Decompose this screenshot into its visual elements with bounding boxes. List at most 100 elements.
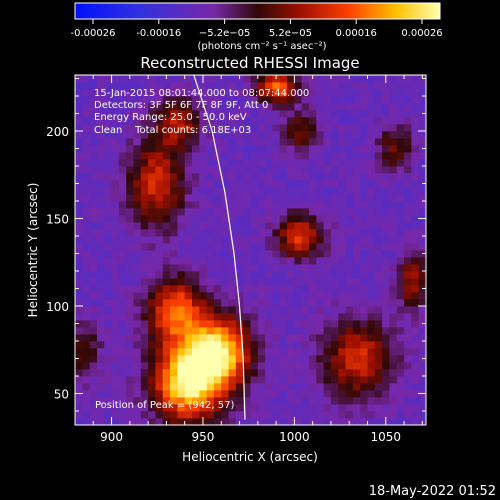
heatmap-cell	[360, 257, 368, 265]
heatmap-cell	[316, 152, 325, 160]
heatmap-cell	[213, 96, 222, 104]
heatmap-cell	[352, 348, 361, 356]
heatmap-cell	[411, 334, 420, 342]
heatmap-cell	[389, 271, 398, 279]
heatmap-cell	[221, 348, 229, 356]
heatmap-cell	[294, 313, 303, 321]
heatmap-cell	[82, 131, 91, 139]
heatmap-cell	[301, 264, 310, 272]
heatmap-cell	[360, 355, 368, 363]
heatmap-cell	[96, 236, 105, 244]
heatmap-cell	[279, 285, 288, 293]
heatmap-cell	[345, 180, 354, 188]
heatmap-cell	[243, 194, 251, 202]
heatmap-cell	[389, 75, 398, 83]
heatmap-cell	[330, 201, 339, 209]
heatmap-cell	[148, 187, 156, 195]
heatmap-cell	[279, 327, 288, 335]
heatmap-cell	[170, 306, 178, 314]
heatmap-cell	[213, 292, 222, 300]
heatmap-cell	[374, 138, 383, 146]
heatmap-cell	[360, 124, 368, 132]
heatmap-cell	[192, 138, 200, 146]
heatmap-cell	[89, 327, 98, 335]
heatmap-cell	[155, 229, 164, 237]
heatmap-cell	[411, 313, 420, 321]
heatmap-cell	[243, 180, 251, 188]
heatmap-cell	[367, 306, 376, 314]
heatmap-cell	[330, 369, 339, 377]
heatmap-cell	[126, 327, 134, 335]
heatmap-cell	[148, 110, 156, 118]
heatmap-cell	[192, 404, 200, 412]
heatmap-cell	[257, 124, 266, 132]
heatmap-cell	[389, 376, 398, 384]
heatmap-cell	[228, 250, 237, 258]
heatmap-cell	[140, 355, 149, 363]
heatmap-cell	[382, 96, 390, 104]
heatmap-cell	[345, 306, 354, 314]
heatmap-cell	[140, 320, 149, 328]
heatmap-cell	[309, 285, 317, 293]
heatmap-cell	[184, 250, 193, 258]
heatmap-cell	[221, 355, 229, 363]
heatmap-cell	[111, 278, 120, 286]
heatmap-cell	[206, 327, 215, 335]
heatmap-cell	[404, 292, 412, 300]
heatmap-cell	[404, 285, 412, 293]
heatmap-cell	[148, 404, 156, 412]
heatmap-cell	[111, 166, 120, 174]
heatmap-cell	[118, 404, 127, 412]
heatmap-cell	[89, 299, 98, 307]
heatmap-cell	[265, 89, 273, 97]
heatmap-cell	[177, 411, 186, 419]
heatmap-cell	[96, 110, 105, 118]
peak-position-label: Position of Peak = (942, 57)	[95, 400, 234, 411]
heatmap-cell	[272, 404, 281, 412]
heatmap-cell	[206, 404, 215, 412]
heatmap-cell	[411, 362, 420, 370]
heatmap-cell	[228, 201, 237, 209]
heatmap-cell	[133, 229, 142, 237]
heatmap-cell	[206, 271, 215, 279]
heatmap-cell	[206, 117, 215, 125]
heatmap-cell	[140, 138, 149, 146]
heatmap-cell	[155, 411, 164, 419]
heatmap-cell	[389, 215, 398, 223]
heatmap-cell	[199, 348, 208, 356]
heatmap-cell	[418, 264, 426, 272]
heatmap-cell	[170, 236, 178, 244]
heatmap-cell	[360, 271, 368, 279]
heatmap-cell	[250, 348, 259, 356]
heatmap-cell	[221, 215, 229, 223]
heatmap-cell	[177, 362, 186, 370]
heatmap-cell	[89, 166, 98, 174]
heatmap-cell	[82, 285, 91, 293]
heatmap-cell	[133, 299, 142, 307]
heatmap-cell	[279, 243, 288, 251]
heatmap-cell	[118, 180, 127, 188]
heatmap-cell	[126, 383, 134, 391]
heatmap-cell	[199, 229, 208, 237]
heatmap-cell	[279, 278, 288, 286]
heatmap-cell	[411, 243, 420, 251]
heatmap-cell	[206, 187, 215, 195]
heatmap-cell	[126, 313, 134, 321]
heatmap-cell	[338, 145, 346, 153]
heatmap-cell	[184, 201, 193, 209]
heatmap-cell	[265, 299, 273, 307]
heatmap-cell	[170, 166, 178, 174]
heatmap-cell	[148, 341, 156, 349]
colorbar-tick-label: -0.00016	[136, 28, 181, 39]
heatmap-cell	[75, 341, 83, 349]
heatmap-cell	[213, 82, 222, 90]
heatmap-cell	[243, 404, 251, 412]
heatmap-cell	[257, 264, 266, 272]
heatmap-cell	[345, 82, 354, 90]
heatmap-cell	[294, 124, 303, 132]
heatmap-cell	[184, 418, 193, 425]
heatmap-cell	[411, 187, 420, 195]
heatmap-cell	[294, 229, 303, 237]
heatmap-cell	[148, 383, 156, 391]
heatmap-cell	[279, 313, 288, 321]
